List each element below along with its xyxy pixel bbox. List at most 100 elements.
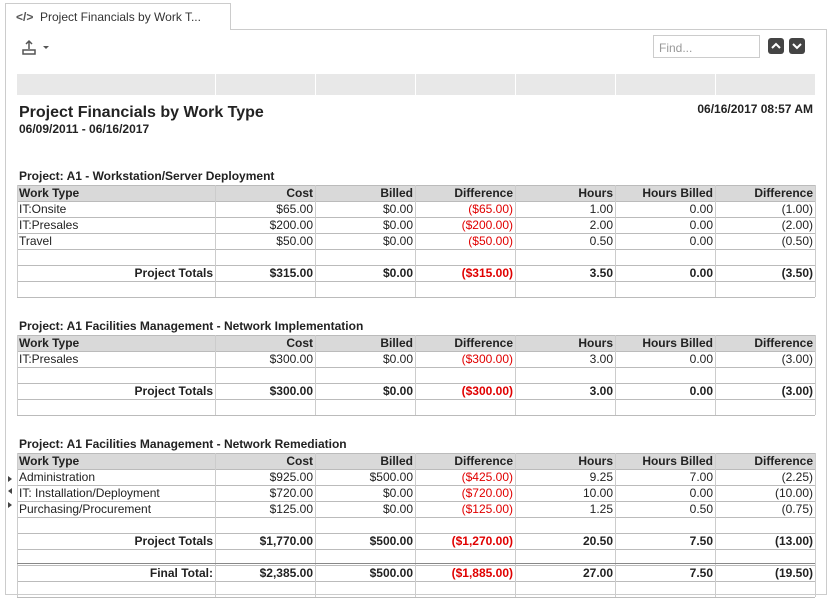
row-border [17, 565, 815, 566]
cell-divider [17, 501, 18, 517]
cell-divider [17, 217, 18, 233]
column-header: Difference [754, 186, 813, 200]
cell-divider [615, 281, 616, 297]
cell-divider [415, 351, 416, 367]
row-border [815, 367, 816, 383]
row-border [17, 517, 18, 533]
next-button[interactable] [789, 38, 805, 54]
cell: 0.00 [689, 234, 713, 248]
project-title: Project: A1 - Workstation/Server Deploym… [19, 169, 275, 183]
total-value: 3.00 [589, 384, 613, 398]
cell-divider [415, 249, 416, 265]
cell-divider [215, 367, 216, 383]
cell-divider [415, 469, 416, 485]
row-border [815, 217, 816, 233]
cell-divider [715, 383, 716, 399]
cell-divider [315, 469, 316, 485]
cell-divider [515, 533, 516, 549]
column-header: Hours Billed [642, 336, 713, 350]
cell-divider [315, 453, 316, 469]
report-title: Project Financials by Work Type [19, 104, 264, 121]
cell-divider [315, 233, 316, 249]
cell-divider [415, 383, 416, 399]
cell-divider [515, 367, 516, 383]
cell-divider [715, 453, 716, 469]
row-border [17, 415, 815, 416]
column-header: Hours Billed [642, 186, 713, 200]
column-header: Billed [380, 454, 413, 468]
cell-divider [415, 185, 416, 201]
row-border [815, 565, 816, 581]
cell-divider [415, 201, 416, 217]
cell-divider [615, 335, 616, 351]
export-button[interactable] [20, 38, 52, 58]
cell-divider [615, 549, 616, 565]
bar-divider [715, 74, 716, 95]
cell-divider [715, 335, 716, 351]
cell-divider [615, 249, 616, 265]
cell: $300.00 [269, 352, 313, 366]
column-header: Work Type [19, 186, 80, 200]
row-border [17, 233, 815, 234]
cell-divider [415, 581, 416, 597]
cell-divider [615, 185, 616, 201]
cell-divider [715, 581, 716, 597]
cell: (1.00) [781, 202, 813, 216]
cell: $925.00 [269, 470, 313, 484]
cell-divider [215, 469, 216, 485]
cell-divider [315, 201, 316, 217]
cell-divider [615, 517, 616, 533]
row-border [17, 597, 815, 598]
cell-divider [215, 281, 216, 297]
cell-divider [715, 533, 716, 549]
row-border [17, 453, 815, 454]
cell-divider [515, 581, 516, 597]
cell-divider [715, 233, 716, 249]
total-value: $0.00 [382, 266, 413, 280]
cell-divider [215, 351, 216, 367]
total-value: ($315.00) [461, 266, 513, 280]
cell-divider [515, 517, 516, 533]
cell-divider [515, 265, 516, 281]
row-border [17, 533, 18, 549]
cell-divider [615, 565, 616, 581]
cell-divider [17, 351, 18, 367]
cell-divider [415, 453, 416, 469]
cell-divider [315, 249, 316, 265]
total-value: $1,770.00 [259, 534, 313, 548]
tab[interactable]: </> Project Financials by Work T... [5, 3, 231, 30]
cell: Administration [19, 470, 96, 484]
cell-divider [215, 581, 216, 597]
total-value: 3.50 [589, 266, 613, 280]
date-range: 06/09/2011 - 06/16/2017 [19, 122, 150, 136]
prev-button[interactable] [768, 38, 784, 54]
total-value: 27.00 [582, 566, 613, 580]
cell-divider [415, 399, 416, 415]
cell-divider [615, 533, 616, 549]
cell-divider [515, 201, 516, 217]
cell-divider [315, 281, 316, 297]
cell: ($50.00) [468, 234, 513, 248]
double-border [17, 563, 815, 564]
cell-divider [715, 517, 716, 533]
cell: $200.00 [269, 218, 313, 232]
total-value: $500.00 [369, 534, 413, 548]
cell-divider [415, 549, 416, 565]
cell: ($300.00) [461, 352, 513, 366]
cell: ($125.00) [461, 502, 513, 516]
cell-divider [315, 399, 316, 415]
row-border [17, 265, 18, 281]
cell-divider [315, 185, 316, 201]
row-border [17, 281, 815, 282]
cell: IT:Onsite [19, 202, 67, 216]
row-border [17, 281, 18, 297]
row-border [17, 249, 18, 265]
cell: (3.00) [781, 352, 813, 366]
column-header: Difference [454, 336, 513, 350]
find-input[interactable]: Find... [653, 35, 760, 58]
row-border [17, 549, 18, 565]
column-header: Hours Billed [642, 454, 713, 468]
cell-divider [515, 383, 516, 399]
total-value: 0.00 [689, 266, 713, 280]
cell-divider [415, 265, 416, 281]
